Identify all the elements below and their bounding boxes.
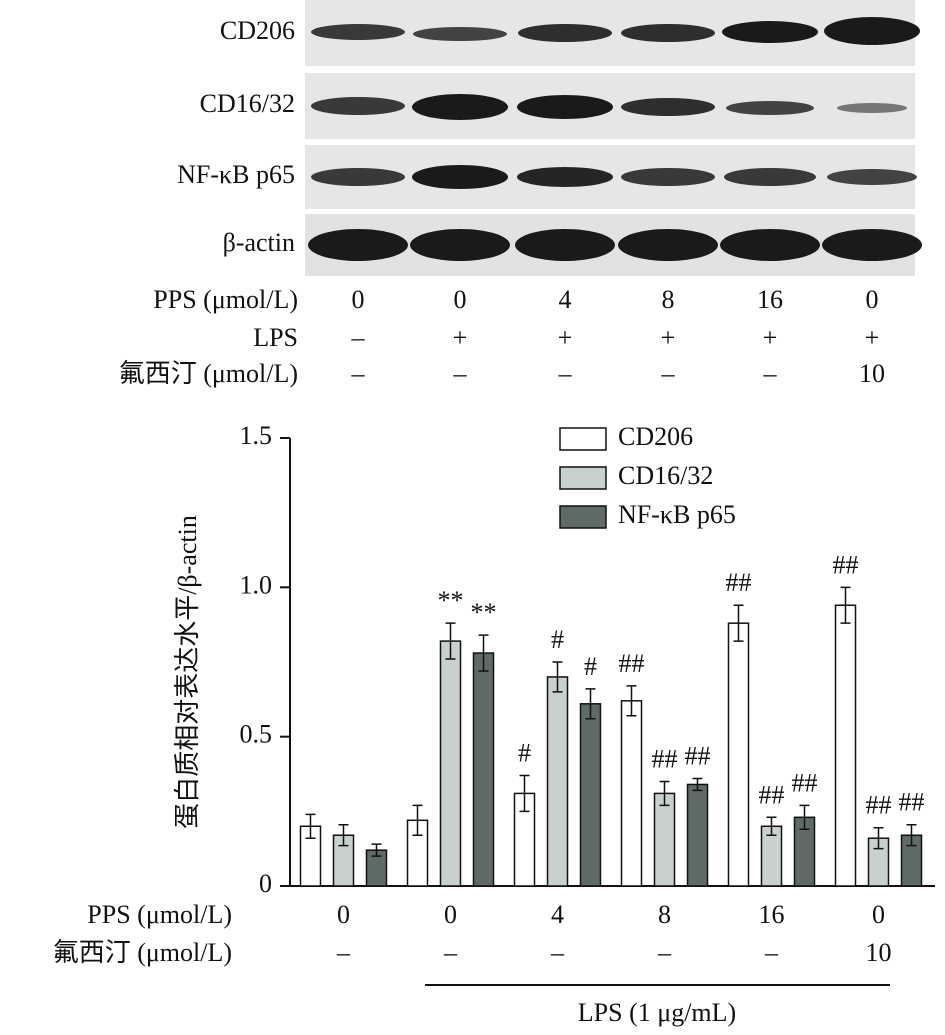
significance-mark: ** bbox=[471, 598, 497, 627]
bar bbox=[686, 783, 709, 887]
y-tick-label: 0 bbox=[259, 869, 272, 898]
error-bar bbox=[338, 824, 349, 847]
error-bar bbox=[552, 661, 563, 693]
bar bbox=[620, 700, 643, 887]
x-tick-label: 8 bbox=[658, 900, 671, 929]
treatment-label: PPS (μmol/L) bbox=[153, 285, 298, 314]
bar bbox=[653, 792, 676, 887]
bar bbox=[439, 640, 462, 887]
treatment-value: 0 bbox=[352, 285, 365, 314]
band-label: NF-κB p65 bbox=[177, 160, 295, 189]
band-label: CD16/32 bbox=[200, 89, 295, 118]
bar bbox=[579, 703, 602, 887]
error-bar bbox=[519, 774, 530, 813]
treatment-value: + bbox=[558, 323, 573, 352]
treatment-value: – bbox=[558, 359, 573, 388]
error-bar bbox=[906, 824, 917, 847]
treatment-value: – bbox=[763, 359, 778, 388]
treatment-value: – bbox=[351, 359, 366, 388]
legend-swatch bbox=[559, 466, 607, 490]
x-row2-value: – bbox=[764, 938, 779, 967]
x-row2-value: – bbox=[336, 938, 351, 967]
error-bar bbox=[585, 688, 596, 720]
significance-mark: ## bbox=[899, 788, 925, 817]
x-axis-label: PPS (μmol/L) bbox=[87, 900, 232, 929]
error-bar bbox=[445, 622, 456, 660]
treatment-value: + bbox=[865, 323, 880, 352]
band-label: β-actin bbox=[223, 228, 295, 257]
significance-mark: ## bbox=[726, 568, 752, 597]
error-bar bbox=[305, 813, 316, 839]
bar bbox=[546, 676, 569, 887]
treatment-value: + bbox=[661, 323, 676, 352]
x-row2-value: – bbox=[550, 938, 565, 967]
blot-image bbox=[305, 0, 922, 276]
legend-swatch bbox=[559, 505, 607, 529]
bracket-label: LPS (1 μg/mL) bbox=[578, 998, 736, 1027]
x-row2-value: – bbox=[443, 938, 458, 967]
error-bar bbox=[412, 804, 423, 836]
band-label: CD206 bbox=[220, 16, 295, 45]
treatment-value: 8 bbox=[662, 285, 675, 314]
significance-mark: ## bbox=[833, 550, 859, 579]
significance-mark: ## bbox=[792, 768, 818, 797]
treatment-value: – bbox=[661, 359, 676, 388]
treatment-value: + bbox=[763, 323, 778, 352]
treatment-value: 10 bbox=[859, 359, 885, 388]
error-bar bbox=[840, 586, 851, 624]
significance-mark: ## bbox=[652, 744, 678, 773]
y-tick-label: 1.0 bbox=[240, 570, 273, 599]
bar bbox=[472, 652, 495, 887]
error-bar bbox=[478, 634, 489, 672]
significance-mark: ## bbox=[685, 741, 711, 770]
legend-label: CD16/32 bbox=[618, 461, 713, 490]
treatment-label: 氟西汀 (μmol/L) bbox=[119, 359, 298, 388]
significance-mark: # bbox=[551, 625, 564, 654]
y-tick-label: 0.5 bbox=[240, 720, 273, 749]
treatment-value: – bbox=[453, 359, 468, 388]
significance-mark: ## bbox=[619, 649, 645, 678]
error-bar bbox=[659, 780, 670, 807]
x-tick-label: 0 bbox=[872, 900, 885, 929]
y-tick-label: 1.5 bbox=[240, 421, 273, 450]
bar bbox=[834, 604, 857, 887]
significance-mark: # bbox=[518, 738, 531, 767]
error-bar bbox=[733, 604, 744, 642]
treatment-label: LPS bbox=[253, 323, 298, 352]
error-bar bbox=[799, 804, 810, 831]
x-tick-label: 0 bbox=[337, 900, 350, 929]
significance-mark: # bbox=[584, 652, 597, 681]
x-tick-label: 4 bbox=[551, 900, 564, 929]
bar bbox=[727, 622, 750, 887]
treatment-value: 0 bbox=[866, 285, 879, 314]
treatment-value: 4 bbox=[559, 285, 572, 314]
error-bar bbox=[766, 816, 777, 836]
significance-mark: ** bbox=[438, 586, 464, 615]
x-row2-value: 10 bbox=[866, 938, 892, 967]
error-bar bbox=[692, 777, 703, 792]
significance-mark: ## bbox=[759, 780, 785, 809]
x-tick-label: 16 bbox=[759, 900, 785, 929]
error-bar bbox=[626, 685, 637, 717]
x-row2-value: – bbox=[657, 938, 672, 967]
legend-label: NF-κB p65 bbox=[618, 500, 736, 529]
significance-mark: ## bbox=[866, 791, 892, 820]
y-axis-label: 蛋白质相对表达水平/β-actin bbox=[173, 515, 202, 829]
x-row2-label: 氟西汀 (μmol/L) bbox=[53, 938, 232, 967]
treatment-value: 16 bbox=[757, 285, 783, 314]
treatment-value: 0 bbox=[454, 285, 467, 314]
error-bar bbox=[873, 827, 884, 850]
legend-swatch bbox=[559, 427, 607, 451]
treatment-value: – bbox=[351, 323, 366, 352]
bands bbox=[308, 17, 922, 261]
error-bar bbox=[371, 843, 382, 857]
treatment-value: + bbox=[453, 323, 468, 352]
x-tick-label: 0 bbox=[444, 900, 457, 929]
legend-label: CD206 bbox=[618, 422, 693, 451]
